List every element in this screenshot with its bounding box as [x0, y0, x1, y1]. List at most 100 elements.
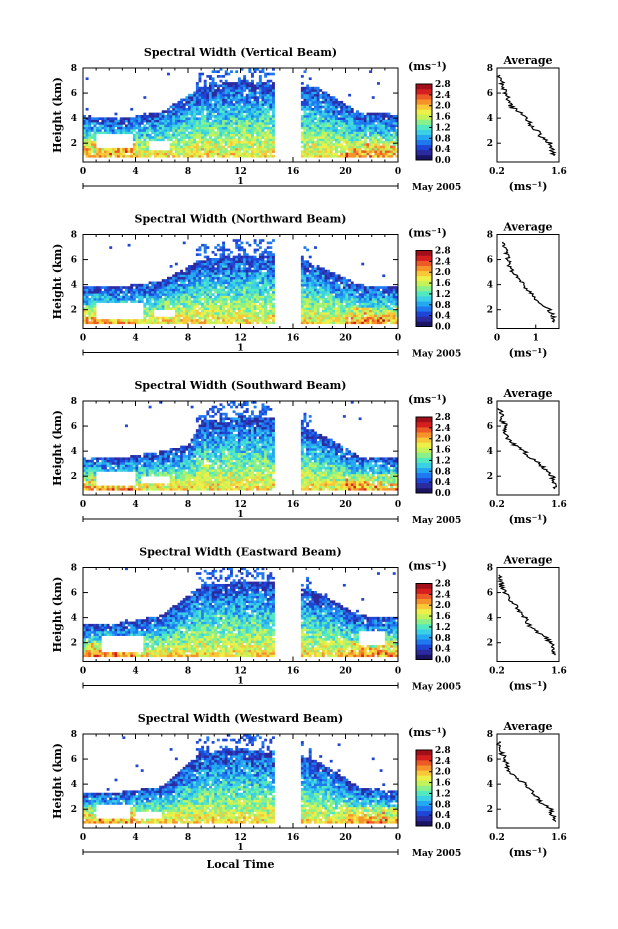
heatmap-cell: [219, 300, 223, 303]
heatmap-cell: [308, 265, 312, 268]
heatmap-cell: [203, 272, 207, 275]
heatmap-cell: [127, 295, 131, 299]
heatmap-cell: [311, 286, 315, 289]
heatmap-cell: [172, 307, 176, 310]
y-axis-label: Height (km): [51, 77, 64, 153]
heatmap-cell: [319, 138, 323, 142]
heatmap-cell: [159, 300, 163, 303]
heatmap-cell: [222, 84, 226, 88]
heatmap-cell: [266, 119, 270, 123]
heatmap-cell: [371, 126, 375, 130]
heatmap-cell: [319, 115, 323, 118]
heatmap-cell: [266, 124, 270, 128]
heatmap-cell: [243, 143, 247, 146]
heatmap-cell: [240, 105, 244, 109]
heatmap-cell: [253, 255, 257, 259]
heatmap-cell: [369, 293, 373, 296]
heatmap-cell: [98, 300, 102, 303]
heatmap-cell: [353, 119, 357, 123]
heatmap-cell: [371, 133, 375, 137]
heatmap-cell: [180, 293, 184, 296]
heatmap-cell: [261, 84, 265, 88]
heatmap-cell: [319, 110, 323, 113]
heatmap-cell: [356, 110, 359, 113]
heatmap-cell: [269, 126, 273, 130]
heatmap-cell: [342, 147, 346, 151]
colorbar-segment: [416, 104, 432, 110]
heatmap-cell: [206, 86, 210, 90]
heatmap-cell: [258, 262, 262, 266]
heatmap-cell: [264, 103, 268, 106]
heatmap-cell: [190, 267, 194, 271]
heatmap-cell: [253, 297, 257, 301]
heatmap-cell: [222, 86, 226, 90]
heatmap-cell: [214, 117, 218, 120]
heatmap-cell: [216, 309, 220, 313]
heatmap-cell: [180, 119, 184, 123]
heatmap-cell: [232, 150, 236, 153]
heatmap-cell: [209, 302, 212, 306]
heatmap-cell: [193, 129, 197, 132]
heatmap-cell: [374, 300, 378, 303]
heatmap-cell: [164, 122, 168, 125]
heatmap-cell: [161, 288, 165, 292]
heatmap-cell: [235, 133, 239, 137]
heatmap-cell: [303, 152, 307, 156]
heatmap-cell: [201, 126, 205, 130]
heatmap-cell: [216, 112, 220, 116]
heatmap-cell: [258, 93, 262, 97]
heatmap-cell: [83, 473, 86, 477]
heatmap-cell: [206, 100, 210, 104]
heatmap-cell: [379, 150, 383, 153]
heatmap-cell: [251, 302, 254, 306]
heatmap-cell: [85, 487, 89, 491]
heatmap-cell: [182, 305, 186, 308]
heatmap-cell: [93, 473, 97, 477]
heatmap-cell: [106, 124, 110, 128]
heatmap-cell: [195, 154, 199, 158]
heatmap-cell: [85, 126, 89, 130]
heatmap-cell: [224, 70, 228, 73]
average-title: Average: [502, 54, 552, 67]
heatmap-cell: [379, 293, 383, 296]
heatmap-cell: [306, 288, 310, 292]
heatmap-cell: [185, 133, 189, 137]
heatmap-cell: [258, 265, 262, 268]
date-label: May 2005: [412, 183, 461, 193]
heatmap-cell: [264, 98, 268, 102]
heatmap-cell: [230, 272, 233, 275]
heatmap-cell: [232, 119, 236, 123]
heatmap-cell: [358, 133, 362, 137]
heatmap-cell: [153, 290, 157, 294]
heatmap-cell: [153, 307, 157, 310]
heatmap-cell: [303, 107, 307, 111]
heatmap-cell: [198, 286, 202, 289]
heatmap-cell: [258, 86, 262, 90]
heatmap-cell: [172, 276, 176, 280]
heatmap-cell: [258, 117, 262, 120]
heatmap-cell: [90, 462, 94, 465]
heatmap-cell: [135, 133, 139, 137]
heatmap-cell: [269, 122, 273, 125]
heatmap-cell: [335, 147, 338, 151]
heatmap-cell: [146, 122, 149, 125]
heatmap-cell: [248, 243, 252, 247]
heatmap-cell: [195, 93, 199, 97]
heatmap-cell: [387, 305, 391, 308]
heatmap-cell: [130, 131, 134, 135]
heatmap-cell: [340, 110, 344, 113]
heatmap-cell: [350, 290, 354, 294]
heatmap-cell: [230, 131, 233, 135]
heatmap-cell: [390, 300, 394, 303]
heatmap-cell: [314, 295, 317, 299]
heatmap-cell: [195, 302, 199, 306]
heatmap-cell: [340, 115, 344, 118]
heatmap-cell: [135, 126, 139, 130]
heatmap-cell: [216, 89, 220, 92]
heatmap-cell: [261, 86, 265, 90]
heatmap-cell: [177, 152, 181, 156]
heatmap-cell: [272, 124, 275, 128]
heatmap-cell: [198, 119, 202, 123]
heatmap-cell: [132, 319, 136, 322]
heatmap-cell: [377, 300, 380, 303]
